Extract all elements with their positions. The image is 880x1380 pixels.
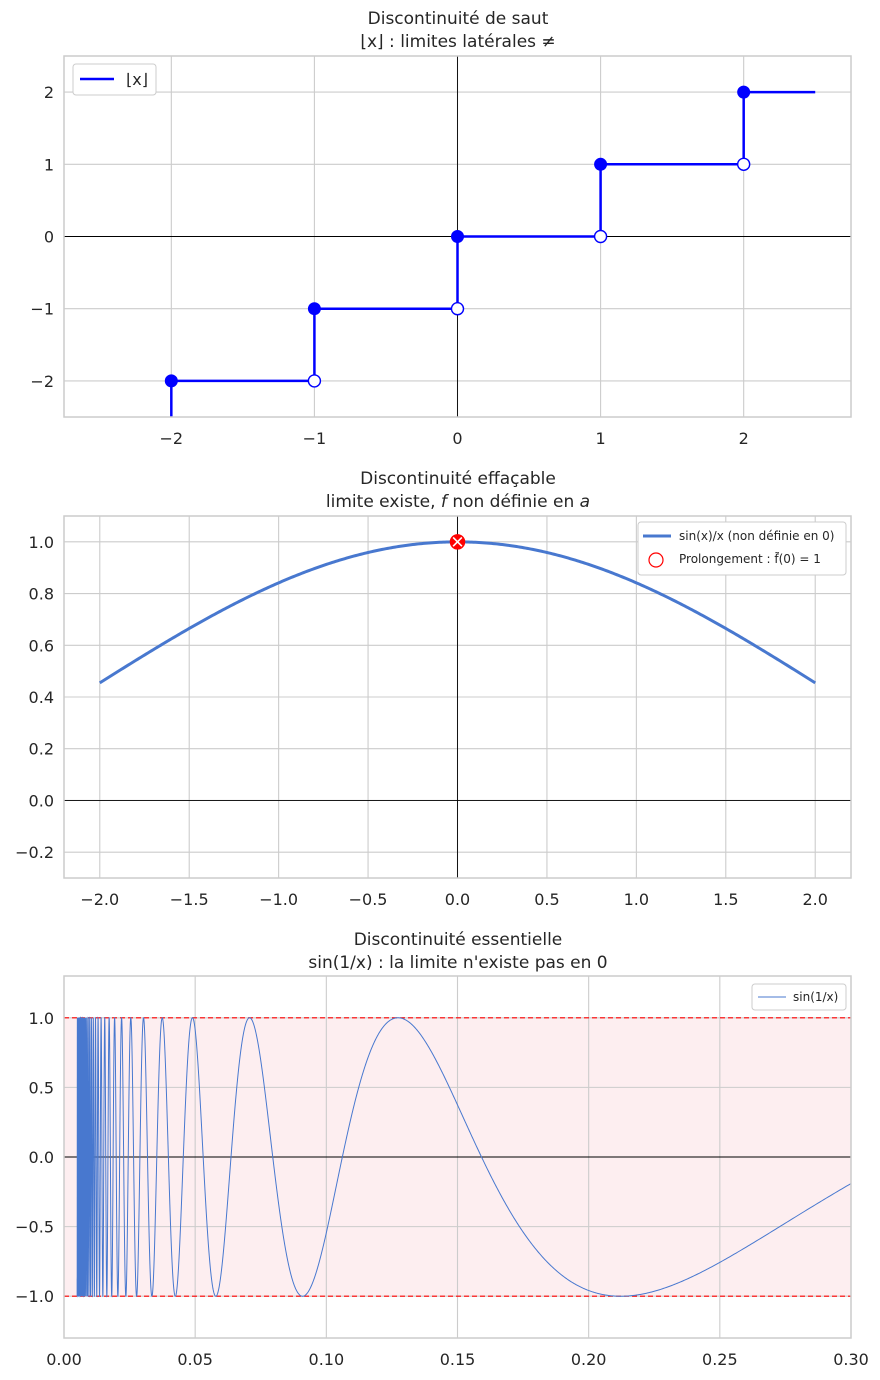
chart2-hole-cross-b: [451, 536, 464, 548]
chart2-ytick-label-5: 0.8: [29, 585, 54, 604]
chart2-ytick-label-2: 0.2: [29, 740, 54, 759]
chart3-xtick-label-2: 0.10: [309, 1350, 345, 1369]
chart3-xtick-label-0: 0.00: [46, 1350, 82, 1369]
chart2-xtick-label-6: 1.0: [624, 890, 649, 909]
chart1-title-line2: ⌊x⌋ : limites latérales ≠: [360, 32, 555, 52]
chart1-closed-point-2: [451, 230, 464, 243]
chart2-legend-box: [637, 521, 847, 576]
chart3-sin-inverse-curve: [76, 1016, 852, 1298]
chart3-xtick-label-1: 0.05: [177, 1350, 213, 1369]
chart1-closed-point-1: [307, 302, 321, 316]
chart2-title-line1: Discontinuité effaçable: [360, 469, 556, 489]
chart2-xtick-label-3: −0.5: [349, 890, 388, 909]
removable-discontinuity-chart: Discontinuité effaçable limite existe, f…: [15, 469, 852, 909]
chart2-ytick-label-3: 0.4: [29, 688, 54, 707]
chart2-ytick-label-6: 1.0: [29, 533, 54, 552]
chart2-xtick-label-7: 1.5: [713, 890, 738, 909]
chart2-legend-marker: [648, 552, 664, 568]
chart2-xtick-label-4: 0.0: [445, 890, 470, 909]
chart2-title-line2: limite existe, f non définie en a: [326, 492, 590, 512]
chart2-extension-point: [449, 534, 466, 550]
chart2-legend: sin(x)/x (non définie en 0) Prolongement…: [637, 521, 847, 576]
chart1-legend: ⌊x⌋: [72, 63, 157, 96]
chart2-frame: [63, 515, 852, 879]
chart1-ytick-label-0: −2: [30, 372, 54, 391]
chart2-xtick-label-0: −2.0: [80, 890, 119, 909]
chart2-xtick-label-8: 2.0: [803, 890, 828, 909]
chart2-xtick-label-1: −1.5: [170, 890, 209, 909]
chart1-ytick-label-1: −1: [30, 300, 54, 319]
chart1-closed-point-3: [594, 157, 608, 171]
chart3-title-line1: Discontinuité essentielle: [354, 930, 563, 950]
chart1-ytick-label-2: 0: [44, 228, 54, 247]
chart1-open-point-1: [450, 302, 465, 316]
chart1-xtick-label-0: −2: [160, 429, 184, 448]
chart3-legend-label: sin(1/x): [793, 990, 838, 1004]
chart3-ytick-label-3: 0.5: [29, 1078, 54, 1097]
chart3-title-line2: sin(1/x) : la limite n'existe pas en 0: [308, 953, 607, 973]
chart1-frame: [63, 55, 852, 418]
chart3-ytick-label-0: −1.0: [15, 1287, 54, 1306]
chart3-xtick-label-3: 0.15: [440, 1350, 476, 1369]
chart3-xtick-label-6: 0.30: [833, 1350, 869, 1369]
chart1-legend-label: ⌊x⌋: [126, 70, 148, 89]
chart1-closed-point-0: [164, 374, 178, 388]
jump-discontinuity-chart: Discontinuité de saut ⌊x⌋ : limites laté…: [30, 9, 852, 448]
chart2-ytick-label-0: −0.2: [15, 843, 54, 862]
chart1-closed-point-4: [737, 85, 751, 99]
chart1-xtick-label-2: 0: [452, 429, 462, 448]
chart1-open-point-0: [307, 374, 322, 388]
chart3-legend-box: [751, 983, 847, 1011]
chart1-open-point-2: [593, 229, 608, 244]
chart1-xtick-label-3: 1: [595, 429, 605, 448]
chart2-ytick-label-1: 0.0: [29, 791, 54, 810]
chart1-legend-box: [72, 63, 157, 96]
chart2-xtick-label-5: 0.5: [534, 890, 559, 909]
essential-discontinuity-chart: Discontinuité essentielle sin(1/x) : la …: [15, 930, 869, 1369]
chart2-legend-label-extension: Prolongement : f̃(0) = 1: [679, 552, 821, 566]
chart3-ytick-label-4: 1.0: [29, 1009, 54, 1028]
chart3-xtick-label-4: 0.20: [571, 1350, 607, 1369]
chart1-xtick-label-4: 2: [739, 429, 749, 448]
chart1-open-point-3: [736, 157, 751, 172]
chart2-xtick-label-2: −1.0: [259, 890, 298, 909]
chart1-ytick-label-4: 2: [44, 83, 54, 102]
chart3-xtick-label-5: 0.25: [702, 1350, 738, 1369]
chart1-ytick-label-3: 1: [44, 155, 54, 174]
chart2-legend-label-curve: sin(x)/x (non définie en 0): [679, 529, 834, 543]
chart1-xtick-label-1: −1: [303, 429, 327, 448]
chart3-ytick-label-2: 0.0: [29, 1148, 54, 1167]
chart3-ytick-label-1: −0.5: [15, 1218, 54, 1237]
chart2-ytick-label-4: 0.6: [29, 636, 54, 655]
chart3-legend: sin(1/x): [751, 983, 847, 1011]
chart1-title-line1: Discontinuité de saut: [368, 9, 549, 29]
chart3-frame: [63, 975, 852, 1339]
